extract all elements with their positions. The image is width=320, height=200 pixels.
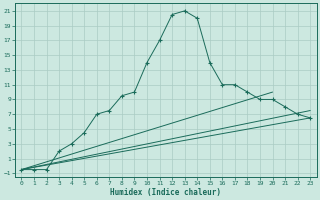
X-axis label: Humidex (Indice chaleur): Humidex (Indice chaleur)	[110, 188, 221, 197]
